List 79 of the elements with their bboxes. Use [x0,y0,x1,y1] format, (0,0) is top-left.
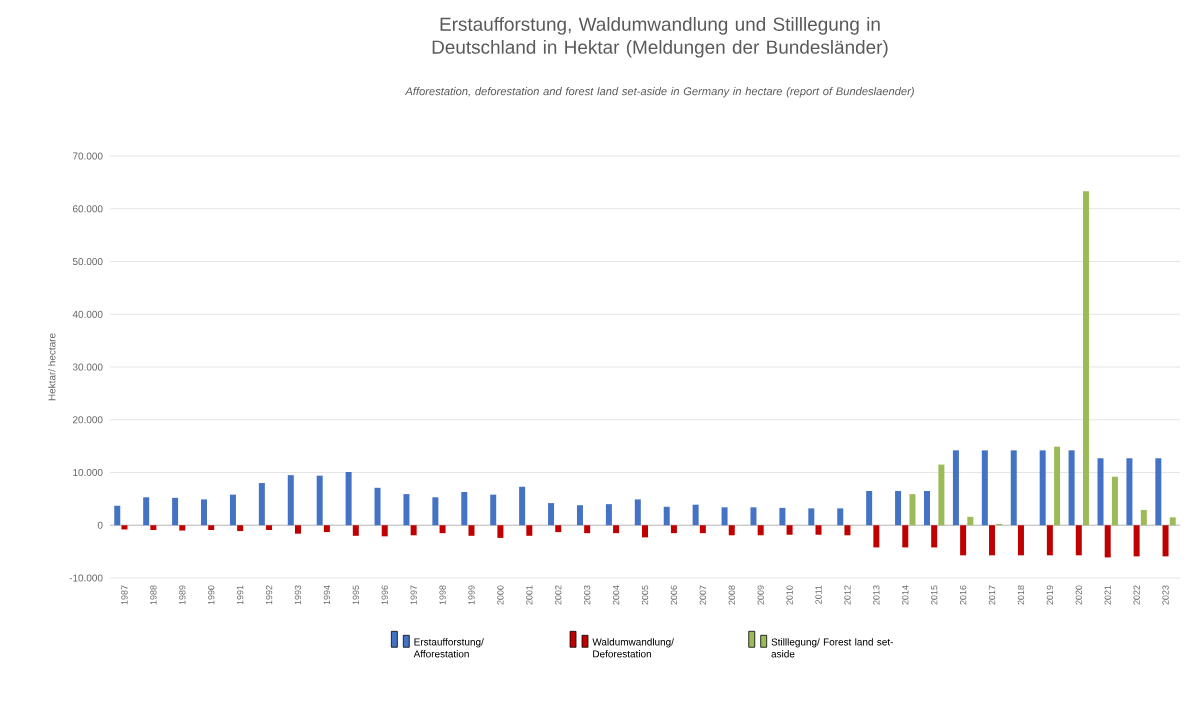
bar [895,490,902,526]
bar [1039,450,1046,526]
bar [143,497,150,526]
bar [866,490,873,526]
bar [490,494,497,526]
bar [1046,525,1053,556]
bar [613,525,620,534]
bar [902,525,909,548]
bar [634,499,641,526]
bar [699,525,706,534]
bar [114,505,121,526]
bar [1097,458,1104,526]
bar [923,490,930,526]
bar [873,525,880,548]
bar [1068,450,1075,526]
bar [663,506,670,526]
bar [1162,525,1169,557]
bar [1140,509,1147,526]
bar [258,483,265,526]
bar [403,494,410,526]
bar [1111,476,1118,526]
bar [692,504,699,526]
bar [374,487,381,526]
bar [1155,458,1162,526]
bar [642,525,648,538]
bar [779,507,786,526]
bar [519,486,526,526]
bar [728,525,735,536]
bar [1169,517,1176,526]
bar [844,525,851,536]
bar [909,494,916,526]
bar [352,525,359,536]
bar [931,525,938,548]
bar [287,475,294,526]
bar [439,525,446,534]
bar [323,525,330,533]
bar [381,525,388,537]
bar [1082,191,1089,526]
bar [294,525,301,534]
bar [808,508,815,526]
bar [1017,525,1024,556]
bar [410,525,417,536]
bar [179,525,186,531]
bar [1010,450,1017,526]
bar [721,507,728,526]
bar [1104,525,1111,558]
bar [526,525,533,536]
bar [1133,525,1140,557]
bar [548,503,555,526]
bar [432,497,439,526]
bar [837,508,844,526]
bar [497,525,504,538]
bar [960,525,967,556]
bar [576,505,583,526]
bar [172,497,179,526]
bar [345,471,352,526]
bar [316,475,323,526]
bar [1075,525,1082,556]
chart-title: Erstaufforstung, Waldumwandlung und Stilllegung in Deutschland in Hektar (Meldungen der Bundesländer) [432,17,888,58]
bar [989,525,996,556]
bar [461,492,468,526]
bar [555,525,562,533]
bar [938,464,945,526]
bar [468,525,475,536]
bar [605,504,612,526]
bar [1126,458,1133,526]
bar [815,525,822,535]
bar [670,525,677,534]
bar [229,494,236,526]
bar [757,525,764,536]
bar [237,525,244,532]
bar [201,499,208,526]
bar [584,525,591,534]
bar [967,516,974,526]
bar [1054,446,1061,526]
bar [786,525,793,535]
bar [750,507,757,526]
bar [981,450,988,526]
bar [952,450,959,526]
